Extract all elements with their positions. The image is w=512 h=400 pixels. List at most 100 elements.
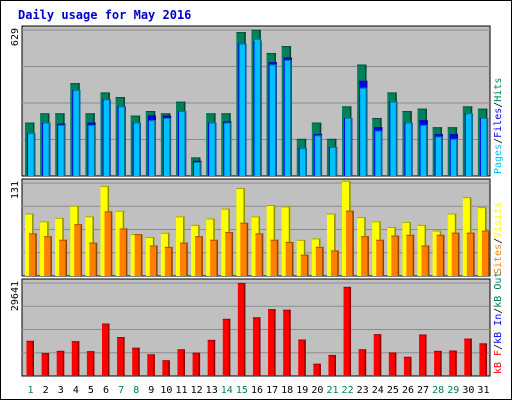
sites-bar-22-shadow [352, 210, 354, 276]
kbf-bar-11 [177, 349, 185, 376]
pages-bar-11 [178, 111, 186, 176]
sites-bar-29 [451, 232, 460, 276]
pages-bar-5-top [88, 124, 96, 126]
visits-bar-24-top [372, 221, 381, 223]
pages-bar-8 [133, 122, 141, 176]
kbf-bar-5-top [86, 351, 95, 353]
sites-bar-20-top [315, 246, 324, 248]
kbf-bar-27-shadow [425, 334, 427, 376]
legend-kbf: kB F/kB In/kB Out [493, 272, 504, 374]
kbf-bar-26-top [403, 356, 412, 358]
files-bar-3-top [57, 123, 66, 125]
kbf-bar-29-top [449, 350, 457, 352]
kbf-bar-19 [298, 339, 306, 376]
files-bar-5-top [87, 122, 96, 124]
sites-bar-6-shadow [110, 211, 113, 276]
visits-bar-9-top [145, 236, 155, 238]
sites-bar-13-top [210, 239, 218, 241]
kbf-bar-13 [207, 339, 216, 376]
sites-bar-2 [44, 236, 52, 276]
kbf-bar-25-top [388, 352, 397, 354]
hits-bar-5-top [85, 113, 95, 115]
visits-bar-19-top [296, 239, 306, 241]
pages-bar-10-shadow [169, 117, 171, 176]
pages-bar-9-fill [148, 120, 156, 176]
kbf-bar-12-shadow [198, 352, 201, 376]
pages-bar-6-top [103, 99, 111, 101]
sites-bar-21-fill [330, 250, 339, 276]
visits-bar-6-top [100, 185, 110, 187]
pages-bar-5 [88, 124, 96, 176]
sites-bar-11-shadow [186, 242, 188, 276]
kbf-bar-13-fill [207, 339, 216, 376]
hits-bar-18-top [281, 46, 292, 48]
pages-bar-16-shadow [259, 39, 262, 177]
sites-bar-9-fill [149, 245, 158, 276]
pages-bar-11-top [178, 111, 186, 113]
sites-bar-3-fill [59, 239, 67, 276]
pages-bar-13-fill [209, 122, 217, 176]
sites-bar-20-shadow [322, 246, 324, 276]
sites-bar-1-top [29, 233, 37, 235]
hits-bar-16-top [251, 29, 261, 31]
pages-bar-7-shadow [124, 106, 126, 176]
sites-bar-29-fill [451, 232, 460, 276]
kbf-bar-6 [101, 323, 110, 376]
hits-bar-25-top [387, 92, 397, 94]
kbf-bar-30-fill [464, 338, 472, 376]
hits-bar-20-top [311, 122, 322, 124]
pages-bar-15-top [239, 43, 247, 45]
sites-bar-20 [315, 246, 324, 276]
sites-bar-16-top [255, 233, 264, 235]
kbf-bar-6-fill [101, 323, 110, 376]
sites-bar-14-shadow [231, 231, 234, 276]
files-bar-29-top [449, 134, 458, 136]
visits-bar-11-top [175, 216, 185, 218]
pages-bar-30-top [465, 113, 473, 115]
pages-bar-16-top [254, 39, 262, 41]
sites-bar-20-fill [315, 246, 324, 276]
sites-bar-12-fill [195, 236, 203, 276]
pages-bar-27-top [420, 124, 428, 126]
pages-bar-23-top [360, 87, 368, 89]
hits-bar-8-top [130, 115, 141, 117]
pages-bar-26-fill [405, 122, 413, 176]
sites-bar-11-top [179, 242, 188, 244]
pages-bar-12-shadow [199, 162, 202, 176]
pages-bar-24-shadow [380, 130, 383, 176]
visits-bar-26-top [402, 222, 412, 224]
pages-bar-13 [209, 122, 217, 176]
visits-bar-21-top [326, 213, 336, 215]
visits-bar-4-top [70, 205, 79, 207]
visits-bar-21-shadow [334, 213, 336, 276]
chart-panels: 629Pages/Files/Hits131Sites/Visits29641k… [10, 25, 504, 377]
pages-bar-1-top [28, 133, 35, 135]
pages-bar-19-fill [299, 148, 307, 176]
kbf-bar-15-top [237, 283, 246, 284]
visits-bar-10-top [160, 232, 170, 234]
hits-bar-14-top [221, 113, 231, 115]
sites-bar-10-top [164, 246, 173, 248]
visits-bar-18-top [281, 206, 291, 208]
pages-bar-25-top [390, 101, 398, 103]
pages-bar-30-fill [465, 113, 473, 176]
sites-bar-5 [89, 242, 98, 276]
legend-entry-visits: Visits [493, 202, 504, 238]
kbf-bar-13-shadow [213, 339, 216, 376]
sites-bar-30-top [466, 232, 475, 234]
kbf-bar-25-fill [388, 352, 397, 376]
legend-hits-files-pages: Pages/Files/Hits [493, 78, 504, 174]
kbf-bar-29-shadow [455, 350, 457, 376]
kbf-bar-10-shadow [168, 360, 170, 376]
pages-bar-22 [345, 117, 353, 176]
kbf-bar-22-top [343, 286, 352, 288]
hits-bar-27-top [417, 108, 427, 110]
pages-bar-26 [405, 122, 413, 176]
pages-bar-31-top [480, 117, 488, 119]
sites-bar-11-fill [179, 242, 188, 276]
sites-bar-13-fill [210, 239, 218, 276]
x-tick-label-30: 30 [462, 385, 474, 396]
sites-bar-12-shadow [201, 236, 203, 276]
pages-bar-20 [314, 135, 322, 176]
